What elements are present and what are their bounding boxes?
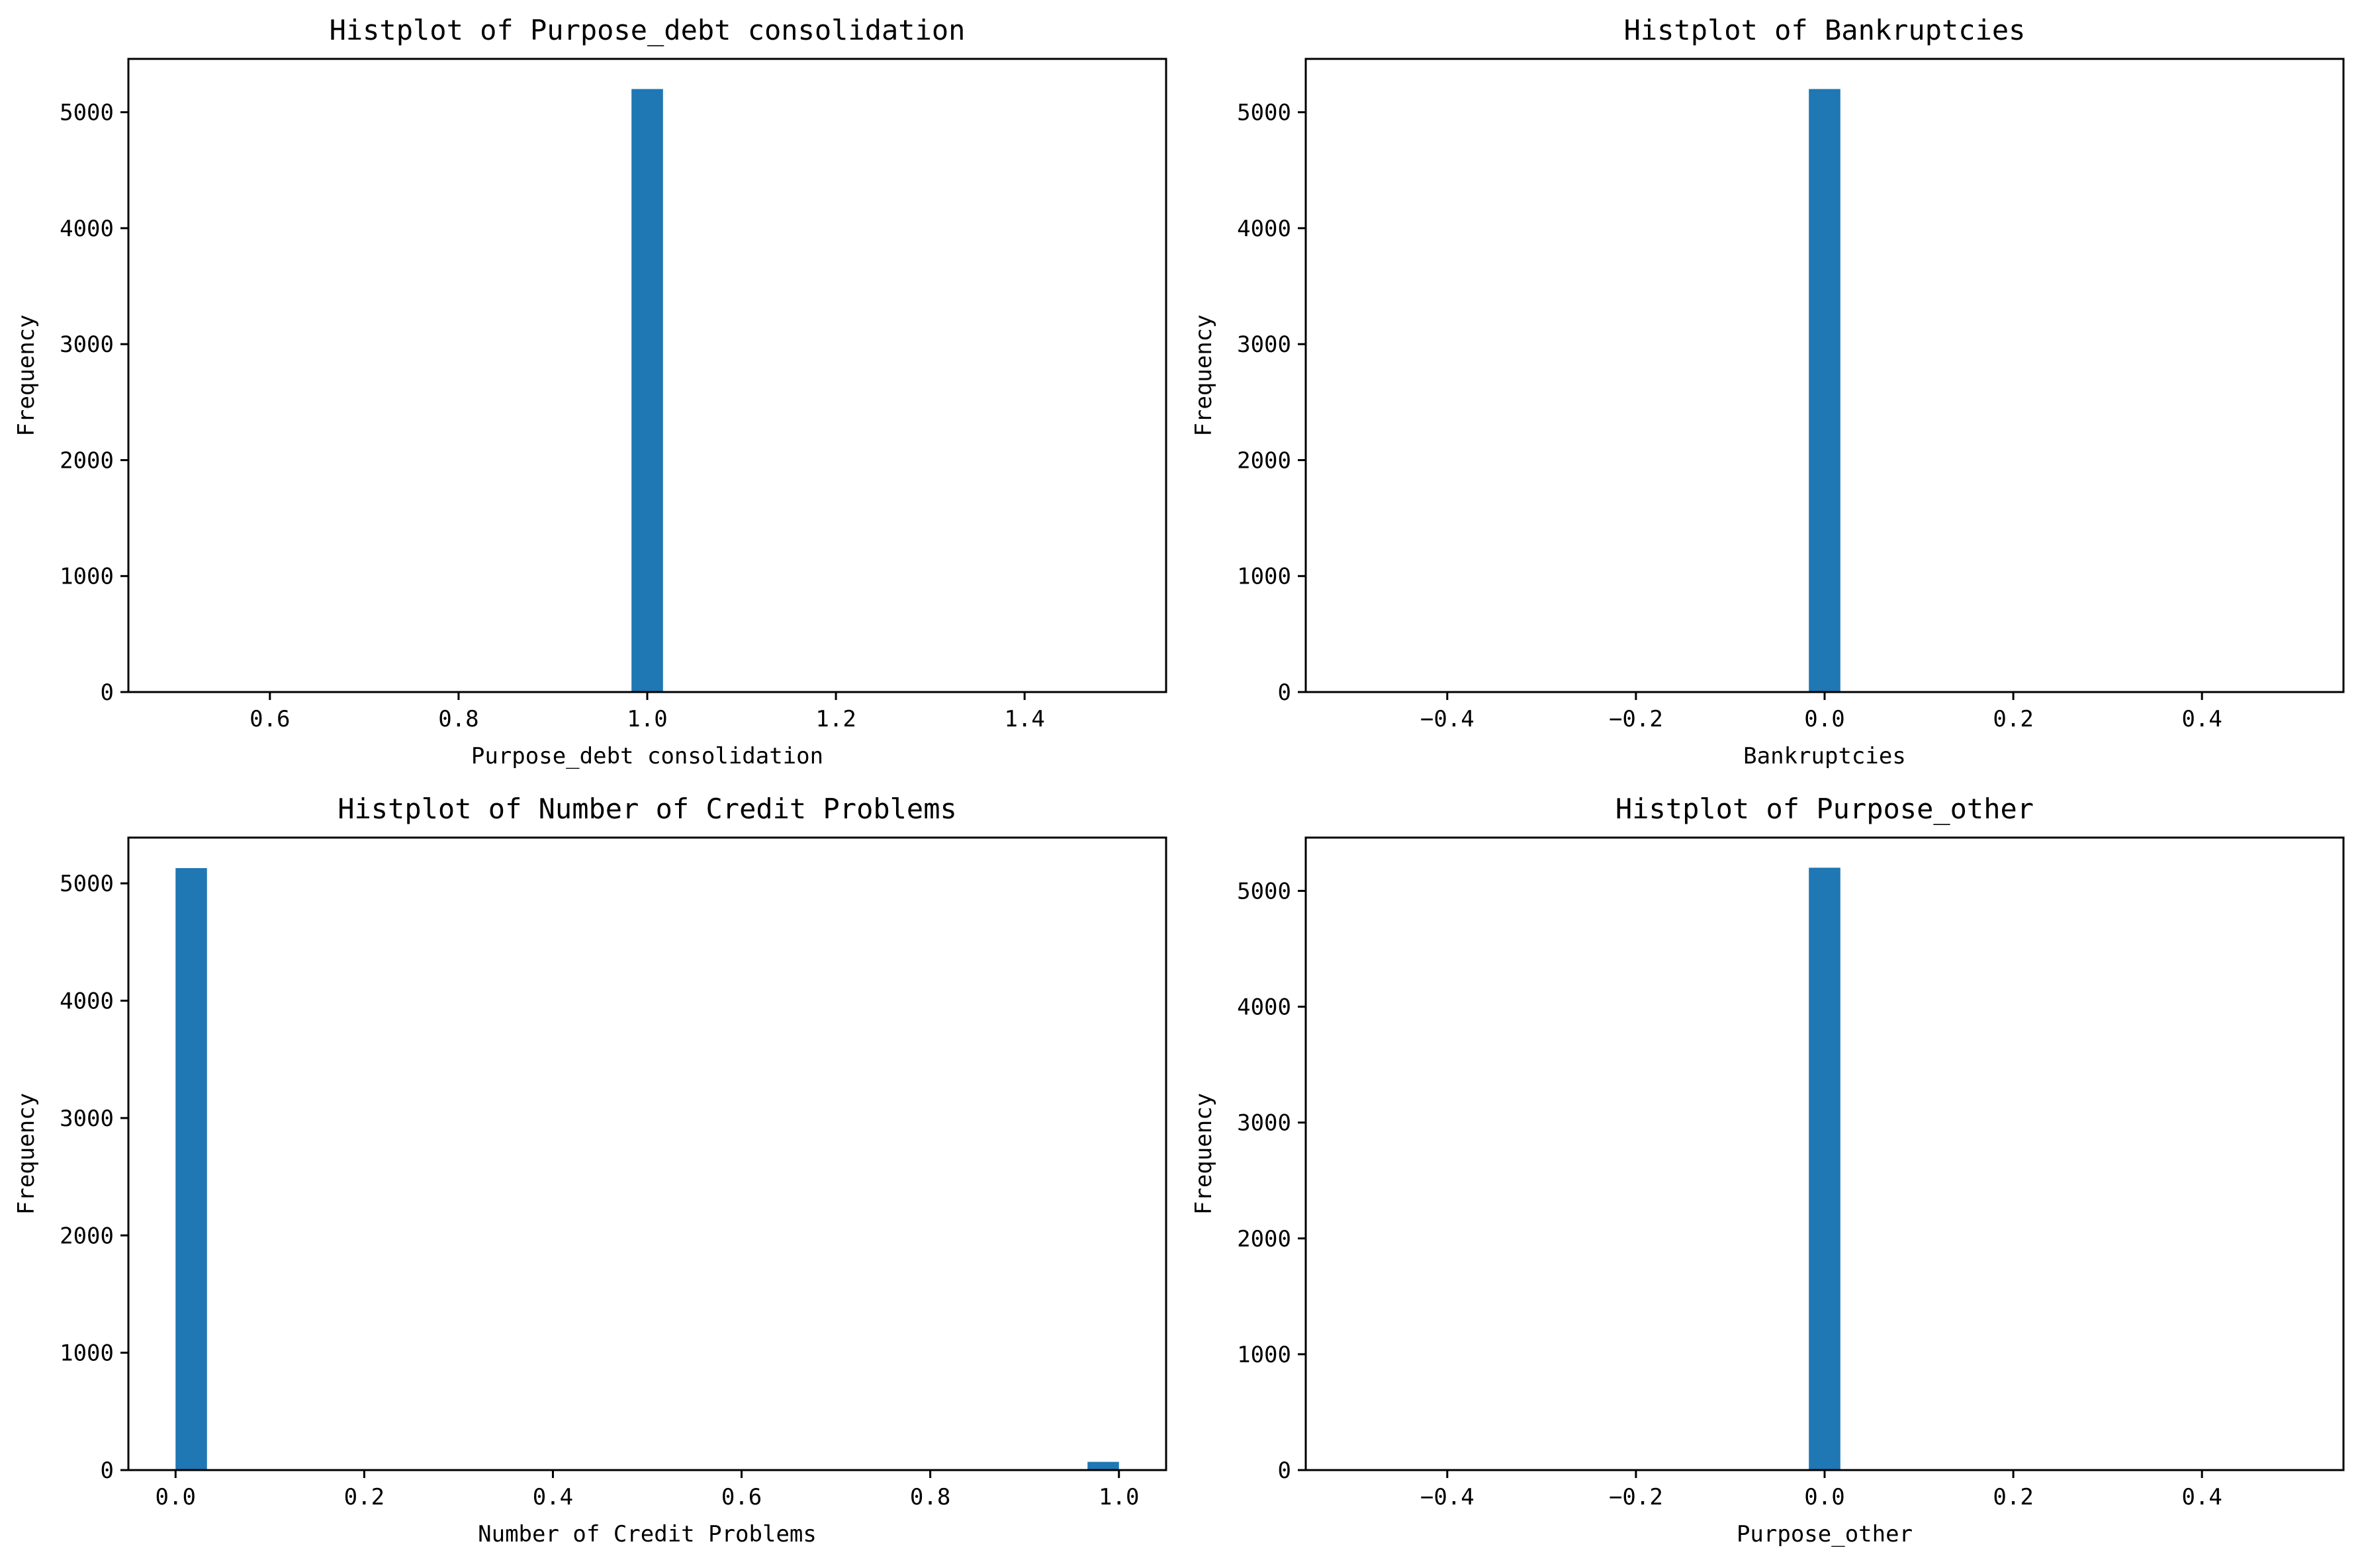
y-tick-label: 2000: [1237, 447, 1291, 474]
y-tick-label: 3000: [60, 331, 114, 358]
histogram-bar: [1087, 1461, 1119, 1470]
x-axis-label: Number of Credit Problems: [478, 1521, 817, 1547]
histogram-bar: [631, 89, 663, 693]
histogram-panel-2: −0.4 −0.2 0.0 0.2 0.4 0 1000 2000 3000 4000 5000 Hi…: [1191, 14, 2345, 769]
x-tick-label: 0.0: [156, 1484, 196, 1510]
y-tick-label: 5000: [60, 100, 114, 126]
x-tick-label: 0.2: [1993, 706, 2033, 732]
x-axis-label: Bankruptcies: [1743, 743, 1906, 769]
x-tick-label: 0.6: [721, 1484, 762, 1510]
y-tick-label: 0: [101, 679, 114, 706]
y-tick-label: 3000: [60, 1106, 114, 1132]
y-tick-label: 2000: [1237, 1226, 1291, 1252]
x-tick-label: 0.4: [2181, 706, 2222, 732]
y-tick-label: 2000: [60, 447, 114, 474]
y-tick-label: 0: [101, 1458, 114, 1484]
x-tick-label: 0.0: [1804, 1484, 1844, 1510]
x-tick-label: 0.2: [1993, 1484, 2033, 1510]
x-tick-label: 0.4: [533, 1484, 573, 1510]
x-axis-label: Purpose_other: [1737, 1521, 1913, 1547]
y-tick-label: 4000: [60, 988, 114, 1015]
y-tick-label: 2000: [60, 1223, 114, 1249]
histogram-bar: [1809, 89, 1840, 693]
x-tick-label: −0.2: [1609, 706, 1663, 732]
x-tick-label: −0.2: [1609, 1484, 1663, 1510]
x-tick-label: 0.0: [1804, 706, 1844, 732]
chart-title: Histplot of Purpose_debt consolidation: [330, 14, 966, 46]
y-tick-label: 4000: [60, 216, 114, 242]
x-tick-label: −0.4: [1420, 1484, 1475, 1510]
x-tick-label: 0.6: [250, 706, 290, 732]
plot-frame: [127, 836, 1167, 1471]
x-tick-label: 1.2: [815, 706, 856, 732]
y-tick-label: 1000: [1237, 564, 1291, 590]
y-tick-label: 4000: [1237, 216, 1291, 242]
y-tick-label: 1000: [60, 1340, 114, 1367]
x-tick-label: 0.4: [2181, 1484, 2222, 1510]
chart-title: Histplot of Number of Credit Problems: [338, 793, 957, 825]
chart-title: Histplot of Purpose_other: [1615, 793, 2034, 825]
histogram-bar: [1809, 867, 1840, 1470]
y-axis-label: Frequency: [13, 1093, 40, 1215]
y-tick-label: 1000: [60, 564, 114, 590]
histogram-panel-1: 0.6 0.8 1.0 1.2 1.4 0 1000 2000 3000 4000 5000 Hist…: [13, 14, 1167, 769]
y-axis-label: Frequency: [1191, 314, 1217, 436]
x-tick-label: 1.0: [1099, 1484, 1139, 1510]
y-axis-label: Frequency: [13, 314, 40, 436]
x-tick-label: 0.2: [344, 1484, 385, 1510]
x-tick-label: 0.8: [438, 706, 478, 732]
y-tick-label: 5000: [1237, 879, 1291, 905]
y-tick-label: 0: [1278, 1458, 1291, 1484]
histogram-panel-4: −0.4 −0.2 0.0 0.2 0.4 0 1000 2000 3000 4000 5000 Hi…: [1191, 793, 2345, 1547]
x-axis-label: Purpose_debt consolidation: [471, 743, 823, 769]
histogram-panel-3: 0.0 0.2 0.4 0.6 0.8 1.0 0 1000 2000 3000 4000 5000 H…: [13, 793, 1167, 1547]
y-tick-label: 0: [1278, 679, 1291, 706]
x-tick-label: 0.8: [910, 1484, 950, 1510]
chart-title: Histplot of Bankruptcies: [1624, 14, 2026, 46]
x-tick-label: 1.0: [627, 706, 667, 732]
x-tick-label: −0.4: [1420, 706, 1475, 732]
y-tick-label: 3000: [1237, 1110, 1291, 1137]
y-tick-label: 3000: [1237, 331, 1291, 358]
y-tick-label: 4000: [1237, 994, 1291, 1021]
histogram-bar: [175, 868, 207, 1470]
y-axis-label: Frequency: [1191, 1093, 1217, 1215]
y-tick-label: 1000: [1237, 1342, 1291, 1368]
y-tick-label: 5000: [1237, 100, 1291, 126]
x-tick-label: 1.4: [1004, 706, 1044, 732]
y-tick-label: 5000: [60, 871, 114, 897]
